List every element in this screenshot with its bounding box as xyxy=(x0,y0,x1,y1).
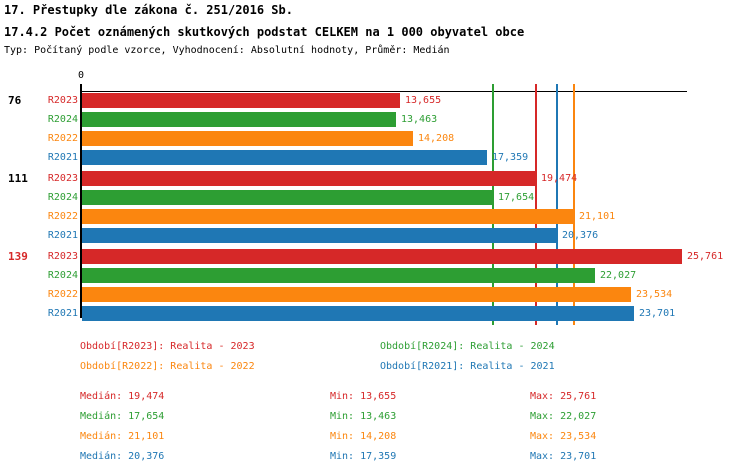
series-row-label-R2023: R2023 xyxy=(47,95,78,106)
bar-R2022-group-76 xyxy=(82,131,413,146)
median-value-R2021: Medián: 20,376 xyxy=(80,451,165,462)
min-value-R2023: Min: 13,655 xyxy=(330,391,397,402)
chart-legend: Období[R2023]: Realita - 2023 Období[R202… xyxy=(0,340,750,384)
chart-meta-line: Typ: Počítaný podle vzorce, Vyhodnocení:… xyxy=(4,45,450,56)
legend-item-R2022: Období[R2022]: Realita - 2022 xyxy=(80,361,255,372)
series-row-label-R2024: R2024 xyxy=(47,270,78,281)
bar-value-label: 17,654 xyxy=(498,192,535,203)
median-line-R2021 xyxy=(556,84,558,325)
median-value-R2023: Medián: 19,474 xyxy=(80,391,165,402)
series-statistics: Medián: 19,474 Min: 13,655 Max: 25,761 Medi… xyxy=(0,390,750,474)
median-value-R2022: Medián: 21,101 xyxy=(80,431,165,442)
legend-item-R2021: Období[R2021]: Realita - 2021 xyxy=(380,361,555,372)
x-axis-origin-label: 0 xyxy=(77,70,85,81)
bar-value-label: 19,474 xyxy=(541,173,578,184)
series-row-label-R2023: R2023 xyxy=(47,173,78,184)
bar-R2023-group-139 xyxy=(82,249,682,264)
bar-R2022-group-111 xyxy=(82,209,574,224)
max-value-R2023: Max: 25,761 xyxy=(530,391,597,402)
series-row-label-R2021: R2021 xyxy=(47,308,78,319)
bar-value-label: 23,534 xyxy=(636,289,673,300)
group-label-111: 111 xyxy=(8,172,28,185)
series-row-label-R2022: R2022 xyxy=(47,289,78,300)
bar-R2022-group-139 xyxy=(82,287,631,302)
bar-value-label: 17,359 xyxy=(492,152,529,163)
bar-R2023-group-111 xyxy=(82,171,536,186)
legend-item-R2024: Období[R2024]: Realita - 2024 xyxy=(380,341,555,352)
x-axis-line xyxy=(81,91,687,92)
bar-R2023-group-76 xyxy=(82,93,400,108)
min-value-R2022: Min: 14,208 xyxy=(330,431,397,442)
median-value-R2024: Medián: 17,654 xyxy=(80,411,165,422)
bar-value-label: 14,208 xyxy=(418,133,455,144)
median-line-R2024 xyxy=(492,84,494,325)
bar-value-label: 13,655 xyxy=(405,95,442,106)
bar-R2021-group-139 xyxy=(82,306,634,321)
bar-value-label: 22,027 xyxy=(600,270,637,281)
bar-R2021-group-76 xyxy=(82,150,487,165)
group-label-76: 76 xyxy=(8,94,22,107)
chart-subtitle: 17.4.2 Počet oznámených skutkových podst… xyxy=(4,25,525,39)
series-row-label-R2023: R2023 xyxy=(47,251,78,262)
y-axis-line xyxy=(80,84,82,318)
legend-item-R2023: Období[R2023]: Realita - 2023 xyxy=(80,341,255,352)
report-title: 17. Přestupky dle zákona č. 251/2016 Sb. xyxy=(4,3,293,17)
bar-value-label: 23,701 xyxy=(639,308,676,319)
series-row-label-R2024: R2024 xyxy=(47,114,78,125)
bar-R2024-group-139 xyxy=(82,268,595,283)
min-value-R2021: Min: 17,359 xyxy=(330,451,397,462)
min-value-R2024: Min: 13,463 xyxy=(330,411,397,422)
series-row-label-R2022: R2022 xyxy=(47,133,78,144)
max-value-R2022: Max: 23,534 xyxy=(530,431,597,442)
bar-value-label: 25,761 xyxy=(687,251,724,262)
bar-R2024-group-111 xyxy=(82,190,493,205)
max-value-R2021: Max: 23,701 xyxy=(530,451,597,462)
max-value-R2024: Max: 22,027 xyxy=(530,411,597,422)
bar-R2021-group-111 xyxy=(82,228,557,243)
series-row-label-R2022: R2022 xyxy=(47,211,78,222)
bar-R2024-group-76 xyxy=(82,112,396,127)
median-line-R2023 xyxy=(535,84,537,325)
bar-chart: 0 76 R2023 13,655 R2024 13,463 R2022 14,208 R20… xyxy=(0,70,750,332)
bar-value-label: 13,463 xyxy=(401,114,438,125)
bar-value-label: 20,376 xyxy=(562,230,599,241)
series-row-label-R2021: R2021 xyxy=(47,152,78,163)
series-row-label-R2024: R2024 xyxy=(47,192,78,203)
series-row-label-R2021: R2021 xyxy=(47,230,78,241)
group-label-139: 139 xyxy=(8,250,28,263)
bar-value-label: 21,101 xyxy=(579,211,616,222)
median-line-R2022 xyxy=(573,84,575,325)
